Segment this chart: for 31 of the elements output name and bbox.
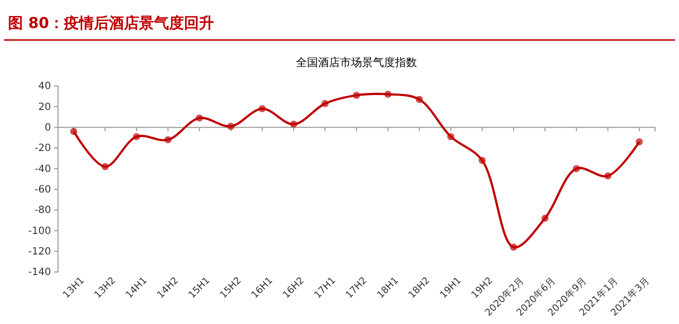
y-tick-label: -100: [28, 226, 51, 237]
point: [541, 214, 549, 222]
point: [132, 133, 140, 140]
point: [352, 92, 360, 99]
point: [227, 122, 234, 130]
point: [322, 100, 329, 108]
y-tick-label: -140: [28, 267, 51, 278]
point: [196, 114, 203, 122]
point: [164, 136, 172, 144]
point: [416, 96, 423, 103]
point: [102, 163, 109, 170]
point: [478, 156, 486, 164]
y-tick-label: 20: [38, 102, 51, 113]
y-tick-label: -40: [34, 164, 51, 175]
point: [636, 138, 643, 146]
chart-subtitle: 全国酒店市场景气度指数: [296, 56, 417, 69]
point: [258, 105, 266, 112]
y-tick-label: 40: [38, 81, 51, 92]
y-tick-label: 0: [44, 122, 51, 134]
y-tick-label: -60: [34, 184, 51, 196]
y-tick-label: -120: [28, 246, 51, 258]
point: [604, 172, 612, 180]
chart-title: 图 80：疫情后酒店景气度回升: [8, 14, 214, 32]
point: [290, 120, 298, 128]
y-tick-label: -80: [34, 205, 51, 216]
point: [510, 244, 518, 251]
point: [384, 90, 392, 98]
y-tick-label: -20: [34, 143, 51, 154]
point: [572, 165, 580, 172]
point: [70, 128, 78, 136]
point: [447, 133, 454, 140]
